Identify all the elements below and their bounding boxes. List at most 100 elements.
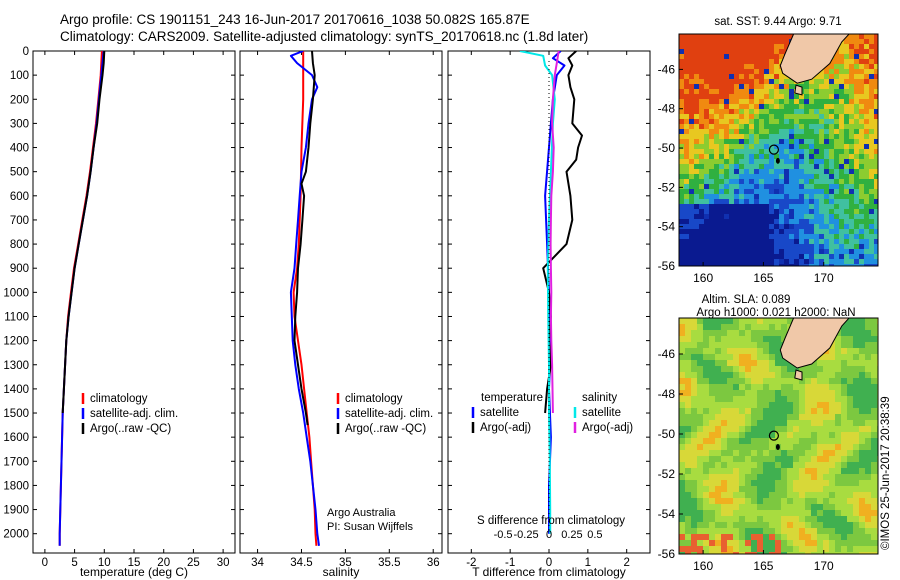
map-cell bbox=[727, 402, 734, 409]
map-cell bbox=[804, 134, 810, 140]
map-cell bbox=[829, 199, 835, 205]
map-cell bbox=[864, 54, 870, 60]
map-cell bbox=[817, 414, 824, 421]
map-cell bbox=[824, 189, 830, 195]
map-cell bbox=[864, 204, 870, 210]
map-cell bbox=[679, 372, 686, 379]
map-cell bbox=[835, 372, 842, 379]
map-cell bbox=[769, 69, 775, 75]
map-cell bbox=[854, 169, 860, 175]
map-cell bbox=[859, 219, 865, 225]
map-cell bbox=[853, 546, 860, 553]
map-cell bbox=[817, 408, 824, 415]
map-cell bbox=[757, 372, 764, 379]
map-cell bbox=[835, 480, 842, 487]
map-cell bbox=[844, 154, 850, 160]
map-y-tick-label: -46 bbox=[658, 62, 676, 76]
map-cell bbox=[784, 149, 790, 155]
map-cell bbox=[774, 34, 780, 40]
map-cell bbox=[679, 154, 685, 160]
map-cell bbox=[729, 99, 735, 105]
y-tick-label: 1900 bbox=[3, 505, 29, 517]
map-cell bbox=[805, 426, 812, 433]
map-cell bbox=[679, 546, 686, 553]
map-cell bbox=[805, 486, 812, 493]
map-cell bbox=[715, 336, 722, 343]
map-cell bbox=[679, 504, 686, 511]
map-cell bbox=[744, 139, 750, 145]
map-cell bbox=[874, 239, 878, 245]
map-cell bbox=[799, 219, 805, 225]
map-cell bbox=[784, 229, 790, 235]
map-cell bbox=[841, 552, 848, 554]
map-cell bbox=[691, 456, 698, 463]
map-cell bbox=[685, 324, 692, 331]
map-cell bbox=[744, 189, 750, 195]
map-cell bbox=[729, 54, 735, 60]
map-cell bbox=[804, 164, 810, 170]
map-cell bbox=[709, 134, 715, 140]
map-cell bbox=[697, 492, 704, 499]
map-cell bbox=[865, 546, 872, 553]
map-cell bbox=[697, 444, 704, 451]
map-cell bbox=[859, 510, 866, 517]
map-cell bbox=[679, 249, 685, 255]
map-cell bbox=[763, 426, 770, 433]
map-cell bbox=[679, 149, 685, 155]
map-cell bbox=[769, 408, 776, 415]
map-cell bbox=[724, 244, 730, 250]
map-cell bbox=[799, 234, 805, 240]
map-cell bbox=[685, 366, 692, 373]
map-cell bbox=[697, 354, 704, 361]
map-cell bbox=[751, 468, 758, 475]
map-cell bbox=[789, 229, 795, 235]
map-cell bbox=[689, 99, 695, 105]
map-cell bbox=[739, 546, 746, 553]
map-cell bbox=[804, 144, 810, 150]
map-cell bbox=[715, 474, 722, 481]
map-cell bbox=[839, 244, 845, 250]
map-cell bbox=[703, 540, 710, 547]
map-cell bbox=[709, 104, 715, 110]
map-cell bbox=[817, 468, 824, 475]
map-cell bbox=[805, 468, 812, 475]
map-cell bbox=[841, 390, 848, 397]
map-cell bbox=[733, 390, 740, 397]
map-cell bbox=[775, 462, 782, 469]
map-cell bbox=[754, 109, 760, 115]
map-cell bbox=[749, 154, 755, 160]
map-cell bbox=[874, 214, 878, 220]
map-cell bbox=[859, 522, 866, 529]
map-cell bbox=[724, 224, 730, 230]
map-cell bbox=[817, 552, 824, 554]
map-cell bbox=[869, 159, 875, 165]
map-cell bbox=[871, 540, 878, 547]
map-cell bbox=[729, 144, 735, 150]
map-cell bbox=[817, 516, 824, 523]
map-cell bbox=[824, 204, 830, 210]
map-y-tick-label: -46 bbox=[658, 347, 676, 361]
map-cell bbox=[689, 229, 695, 235]
map-cell bbox=[793, 366, 800, 373]
map-cell bbox=[859, 49, 865, 55]
map-cell bbox=[749, 129, 755, 135]
map-cell bbox=[691, 414, 698, 421]
map-cell bbox=[789, 199, 795, 205]
map-cell bbox=[834, 99, 840, 105]
map-cell bbox=[769, 39, 775, 45]
map-cell bbox=[804, 264, 810, 266]
map-cell bbox=[774, 139, 780, 145]
map-cell bbox=[739, 209, 745, 215]
map-cell bbox=[744, 179, 750, 185]
map-cell bbox=[704, 264, 710, 266]
map-cell bbox=[709, 49, 715, 55]
map-cell bbox=[715, 342, 722, 349]
map-cell bbox=[684, 219, 690, 225]
map-cell bbox=[864, 194, 870, 200]
map-cell bbox=[694, 234, 700, 240]
map-cell bbox=[721, 342, 728, 349]
map-cell bbox=[847, 408, 854, 415]
map-cell bbox=[751, 456, 758, 463]
map-cell bbox=[834, 119, 840, 125]
map-cell bbox=[829, 139, 835, 145]
